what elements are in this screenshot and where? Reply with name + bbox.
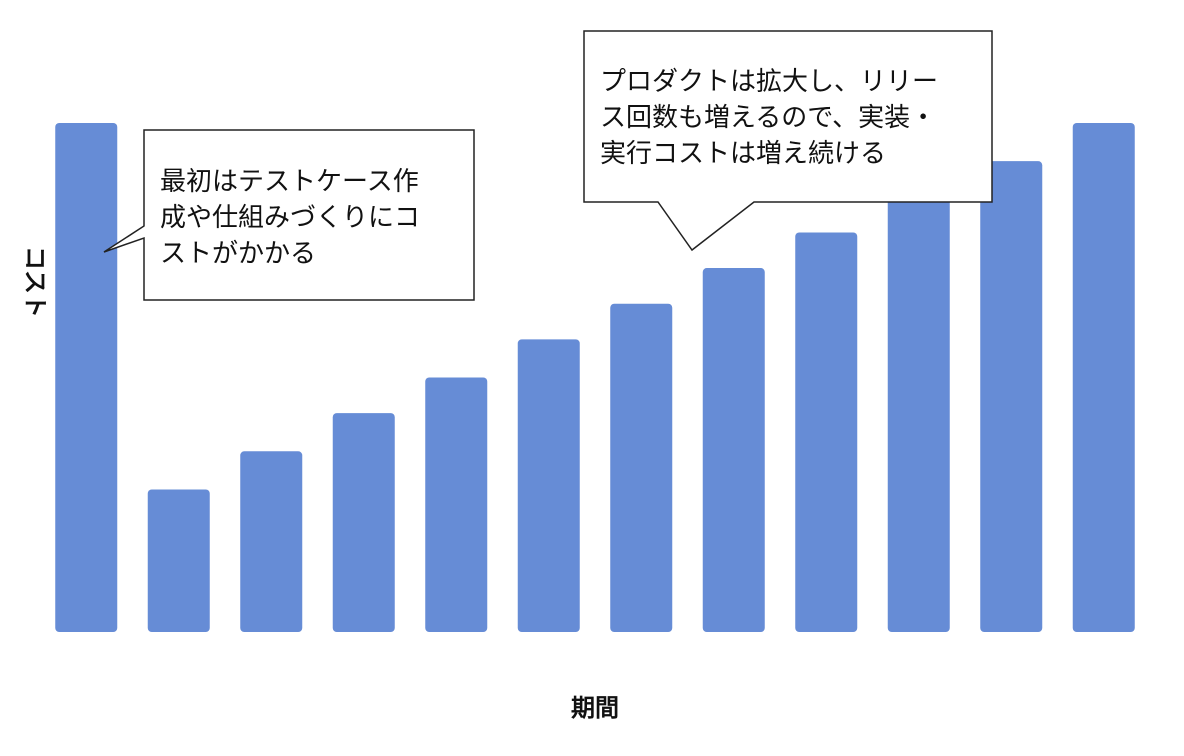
bar-12 — [1072, 123, 1135, 632]
callout-box-initial-cost — [103, 129, 475, 301]
callout-text-growing-cost: プロダクトは拡大し、リリー ス回数も増えるので、実装・ 実行コストは増え続ける — [600, 67, 939, 169]
bar-8 — [702, 268, 765, 632]
bar-11 — [980, 161, 1043, 633]
bar-3 — [240, 451, 303, 632]
callout-text-initial-cost: 最初はテストケース作 成や仕組みづくりにコ ストがかかる — [160, 167, 421, 269]
callout-box-growing-cost — [583, 30, 993, 252]
bar-2 — [147, 489, 210, 632]
x-axis-label: 期間 — [571, 694, 619, 722]
bar-7 — [610, 303, 673, 632]
bar-5 — [425, 377, 488, 632]
bar-9 — [795, 232, 858, 632]
bar-1 — [55, 123, 118, 632]
bar-10 — [887, 196, 950, 632]
bar-4 — [332, 413, 395, 632]
y-axis-label: コスト — [21, 246, 49, 318]
bar-6 — [517, 339, 580, 632]
bars-layer — [55, 123, 1135, 633]
